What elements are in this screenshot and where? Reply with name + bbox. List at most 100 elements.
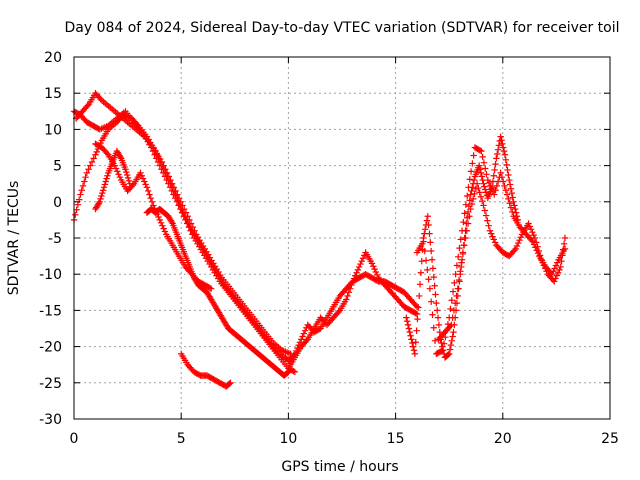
data-point [179,202,186,209]
data-point [491,239,499,246]
data-point [104,172,111,179]
data-point [491,166,498,174]
data-point [470,152,477,159]
data-point [488,230,495,237]
data-point [540,262,548,269]
data-point [433,307,441,314]
data-point [498,173,506,181]
data-point [560,246,567,253]
data-point [409,343,417,350]
data-point [465,184,472,191]
data-point [497,133,504,140]
data-point [415,304,422,311]
data-point [479,197,486,205]
data-point [516,236,523,244]
data-point [413,327,420,334]
data-point [463,227,470,234]
data-point [144,187,152,195]
data-point [142,181,149,188]
data-point [123,171,131,179]
data-point [403,314,410,321]
data-point [558,257,565,265]
data-point [448,337,455,345]
data-point [117,153,124,161]
data-point [467,191,474,198]
data-point [508,189,516,197]
data-point [424,213,431,220]
data-point [497,169,504,177]
data-point [539,259,546,266]
data-point [453,262,461,269]
data-point [536,252,544,259]
data-point [493,155,500,162]
data-point [448,297,455,304]
data-point [506,176,513,184]
data-point [455,253,462,261]
data-point [412,339,419,346]
data-point [158,158,166,166]
data-point [512,245,519,253]
data-point [111,162,118,169]
data-point [74,201,82,208]
data-point [488,185,495,192]
data-point [103,175,110,182]
data-point [299,333,306,340]
data-point [95,200,103,207]
data-point [557,263,564,271]
data-point [466,197,473,204]
data-point [462,234,469,242]
y-tick-label: -25 [39,376,62,392]
data-point [533,239,540,246]
data-point [455,276,463,284]
data-point [466,176,473,183]
data-point [227,379,234,386]
data-point [350,275,358,282]
data-point [487,182,494,190]
data-point [449,288,457,295]
data-point [450,328,457,336]
data-point [413,303,421,310]
data-point [528,236,535,244]
data-point [502,156,510,164]
data-point [457,268,464,275]
data-point [476,162,483,169]
data-point [300,330,308,337]
data-point [103,150,111,157]
data-point [486,227,494,234]
data-point [512,205,519,213]
data-point [420,238,427,245]
data-point [466,213,473,220]
data-point [506,181,514,188]
data-point [291,368,299,376]
data-point [115,171,122,178]
y-tick-label: 10 [44,122,62,138]
data-point [551,265,558,272]
data-point [495,142,503,149]
data-point [161,228,169,235]
data-point [478,173,485,180]
data-point [97,95,104,103]
data-point [344,292,351,300]
data-point [428,256,436,263]
y-tick-label: 5 [53,159,62,175]
data-point [489,233,496,240]
data-point [427,247,435,255]
data-point [147,194,154,202]
data-point [501,151,509,158]
data-point [123,168,130,176]
data-point [440,340,448,347]
x-tick-label: 20 [494,431,512,447]
data-point [484,176,491,184]
data-point [542,265,549,272]
data-point [503,161,510,169]
data-point [529,238,537,245]
data-point [452,271,459,278]
data-point [468,200,476,208]
data-point [527,226,535,233]
data-point [500,147,508,155]
data-point [490,172,497,179]
data-point [138,172,145,179]
data-point [410,347,418,354]
data-point [531,234,539,242]
